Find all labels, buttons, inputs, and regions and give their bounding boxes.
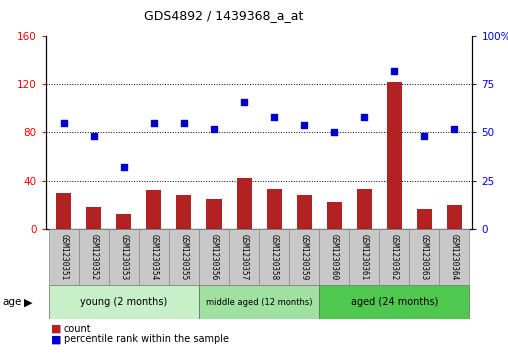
Text: ▶: ▶ bbox=[24, 297, 33, 307]
Bar bbox=[297, 195, 312, 229]
Bar bbox=[79, 229, 109, 285]
Point bbox=[360, 114, 368, 120]
Bar bbox=[56, 193, 71, 229]
Bar bbox=[357, 189, 372, 229]
Point bbox=[59, 120, 68, 126]
Text: GSM1230359: GSM1230359 bbox=[300, 234, 309, 280]
Point bbox=[451, 126, 459, 131]
Text: GSM1230351: GSM1230351 bbox=[59, 234, 68, 280]
Text: GSM1230352: GSM1230352 bbox=[89, 234, 99, 280]
Point bbox=[270, 114, 278, 120]
Text: aged (24 months): aged (24 months) bbox=[351, 297, 438, 307]
Bar bbox=[109, 229, 139, 285]
Point bbox=[240, 99, 248, 105]
Text: GSM1230361: GSM1230361 bbox=[360, 234, 369, 280]
Bar bbox=[447, 205, 462, 229]
Text: age: age bbox=[3, 297, 22, 307]
Bar bbox=[49, 229, 79, 285]
Bar bbox=[176, 195, 192, 229]
Bar bbox=[199, 229, 229, 285]
Text: GSM1230358: GSM1230358 bbox=[270, 234, 278, 280]
Text: GSM1230360: GSM1230360 bbox=[330, 234, 339, 280]
Point bbox=[420, 134, 428, 139]
Text: percentile rank within the sample: percentile rank within the sample bbox=[64, 334, 229, 344]
Text: GSM1230362: GSM1230362 bbox=[390, 234, 399, 280]
Bar bbox=[409, 229, 439, 285]
Bar bbox=[349, 229, 379, 285]
Text: young (2 months): young (2 months) bbox=[80, 297, 168, 307]
Bar bbox=[237, 178, 251, 229]
Point bbox=[120, 164, 128, 170]
Point bbox=[330, 130, 338, 135]
Bar bbox=[86, 207, 101, 229]
Text: GDS4892 / 1439368_a_at: GDS4892 / 1439368_a_at bbox=[144, 9, 303, 22]
Text: GSM1230356: GSM1230356 bbox=[209, 234, 218, 280]
Text: GSM1230353: GSM1230353 bbox=[119, 234, 129, 280]
Bar bbox=[169, 229, 199, 285]
Text: GSM1230354: GSM1230354 bbox=[149, 234, 158, 280]
Point bbox=[90, 134, 98, 139]
Bar bbox=[116, 214, 132, 229]
Bar bbox=[229, 229, 259, 285]
Bar bbox=[439, 229, 469, 285]
Point bbox=[300, 122, 308, 128]
Text: GSM1230357: GSM1230357 bbox=[240, 234, 248, 280]
Bar bbox=[206, 199, 221, 229]
Bar bbox=[259, 229, 289, 285]
Bar bbox=[319, 285, 469, 319]
Bar bbox=[49, 285, 199, 319]
Text: GSM1230355: GSM1230355 bbox=[179, 234, 188, 280]
Text: GSM1230363: GSM1230363 bbox=[420, 234, 429, 280]
Bar bbox=[387, 82, 402, 229]
Text: middle aged (12 months): middle aged (12 months) bbox=[206, 298, 312, 307]
Text: GSM1230364: GSM1230364 bbox=[450, 234, 459, 280]
Bar bbox=[199, 285, 319, 319]
Text: ■: ■ bbox=[51, 334, 61, 344]
Text: count: count bbox=[64, 323, 91, 334]
Bar bbox=[146, 190, 162, 229]
Bar bbox=[327, 202, 342, 229]
Point bbox=[210, 126, 218, 131]
Point bbox=[390, 68, 398, 74]
Point bbox=[150, 120, 158, 126]
Text: ■: ■ bbox=[51, 323, 61, 334]
Bar bbox=[289, 229, 319, 285]
Bar bbox=[267, 189, 281, 229]
Bar bbox=[319, 229, 349, 285]
Bar bbox=[417, 209, 432, 229]
Point bbox=[180, 120, 188, 126]
Bar bbox=[139, 229, 169, 285]
Bar bbox=[379, 229, 409, 285]
